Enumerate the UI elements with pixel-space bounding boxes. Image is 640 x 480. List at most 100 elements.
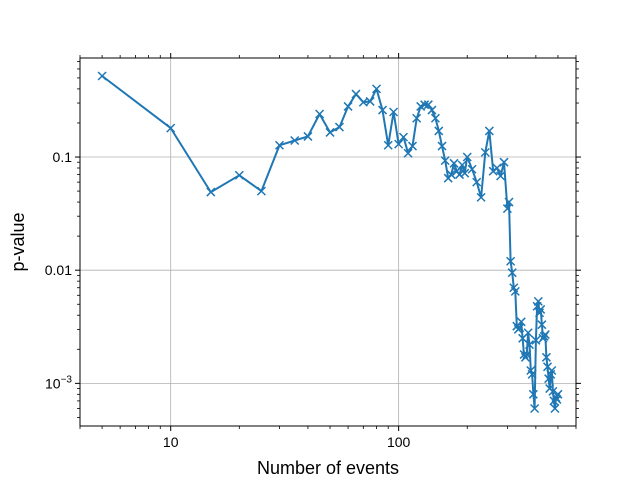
marker-stroke xyxy=(315,109,325,119)
marker-stroke xyxy=(522,349,532,360)
data-point-marker xyxy=(476,192,486,202)
marker-stroke xyxy=(510,286,520,296)
data-point-marker xyxy=(434,126,444,136)
marker-stroke xyxy=(449,158,459,168)
data-point-marker xyxy=(507,268,517,278)
data-point-marker xyxy=(520,352,530,362)
marker-stroke xyxy=(467,164,477,174)
marker-stroke xyxy=(530,403,540,414)
data-point-marker xyxy=(531,335,541,345)
data-point-marker xyxy=(544,374,554,384)
data-point-marker xyxy=(403,148,413,158)
marker-stroke xyxy=(412,113,422,123)
data-point-marker xyxy=(540,330,550,340)
marker-stroke xyxy=(206,187,216,197)
data-point-marker xyxy=(423,100,433,110)
y-tick-label-exponent: −3 xyxy=(61,374,73,385)
x-tick-label: 10 xyxy=(163,434,179,450)
data-point-marker xyxy=(383,140,393,150)
data-point-marker xyxy=(420,100,430,110)
data-point-marker xyxy=(541,352,551,362)
marker-stroke xyxy=(548,386,558,396)
marker-stroke xyxy=(446,170,456,180)
marker-stroke xyxy=(524,340,535,350)
data-point-marker xyxy=(256,186,266,196)
series-layer xyxy=(97,71,563,414)
marker-stroke xyxy=(358,97,368,107)
data-point-marker xyxy=(528,389,538,399)
marker-stroke xyxy=(544,374,554,384)
data-point-marker xyxy=(455,170,465,180)
marker-stroke xyxy=(507,268,517,278)
data-point-marker xyxy=(519,349,529,360)
data-point-marker xyxy=(430,113,440,123)
data-point-marker xyxy=(548,386,558,396)
data-point-marker xyxy=(437,141,447,151)
data-point-marker xyxy=(530,403,540,414)
marker-stroke xyxy=(496,171,506,181)
marker-stroke xyxy=(484,126,494,136)
marker-stroke xyxy=(351,89,361,99)
y-tick-label: 0.1 xyxy=(53,149,73,165)
marker-stroke xyxy=(420,100,430,110)
data-point-marker xyxy=(502,204,512,214)
marker-stroke xyxy=(476,192,486,202)
data-point-marker xyxy=(492,163,502,173)
marker-stroke xyxy=(166,123,176,133)
data-point-marker xyxy=(524,340,535,350)
data-point-marker xyxy=(533,296,543,306)
marker-stroke xyxy=(515,323,525,333)
data-point-marker xyxy=(523,328,533,338)
data-point-marker xyxy=(407,141,418,151)
marker-stroke xyxy=(389,107,399,117)
marker-stroke xyxy=(462,152,472,162)
marker-stroke xyxy=(553,389,563,399)
data-point-marker xyxy=(290,135,300,146)
marker-stroke xyxy=(303,131,313,141)
data-point-marker xyxy=(274,140,284,150)
data-point-marker xyxy=(412,113,422,123)
marker-stroke xyxy=(536,304,546,314)
marker-stroke xyxy=(527,369,537,379)
data-point-marker xyxy=(206,187,216,197)
marker-stroke xyxy=(97,71,107,81)
data-point-marker xyxy=(166,123,176,133)
data-point-marker xyxy=(325,127,335,137)
data-point-marker xyxy=(97,71,107,81)
data-point-marker xyxy=(472,177,482,187)
marker-stroke xyxy=(519,349,529,360)
data-point-marker xyxy=(440,156,450,166)
data-point-marker xyxy=(550,403,560,414)
marker-stroke xyxy=(516,317,526,327)
data-point-marker xyxy=(527,369,537,379)
data-point-marker xyxy=(351,89,361,99)
data-point-marker xyxy=(398,132,408,142)
marker-stroke xyxy=(540,330,550,340)
data-point-marker xyxy=(537,320,547,330)
grid-lines xyxy=(80,58,576,426)
data-point-marker xyxy=(462,152,472,162)
marker-stroke xyxy=(550,403,560,414)
marker-stroke xyxy=(440,156,450,166)
marker-stroke xyxy=(398,132,408,142)
data-point-marker xyxy=(467,164,477,174)
marker-stroke xyxy=(520,352,530,362)
y-axis-label: p-value xyxy=(8,212,28,271)
plot-frame xyxy=(79,57,577,427)
data-point-marker xyxy=(365,96,375,106)
x-tick-label: 100 xyxy=(387,434,411,450)
data-point-marker xyxy=(506,256,516,266)
y-tick-label-base: 0.1 xyxy=(53,149,73,165)
data-point-marker xyxy=(427,105,437,115)
marker-stroke xyxy=(526,365,536,375)
marker-stroke xyxy=(509,283,519,293)
data-point-marker xyxy=(496,171,506,181)
data-point-marker xyxy=(484,126,494,136)
marker-stroke xyxy=(430,113,440,123)
marker-stroke xyxy=(290,135,300,146)
marker-stroke xyxy=(528,389,538,399)
y-tick-label: 10−3 xyxy=(45,374,72,391)
marker-stroke xyxy=(427,105,437,115)
